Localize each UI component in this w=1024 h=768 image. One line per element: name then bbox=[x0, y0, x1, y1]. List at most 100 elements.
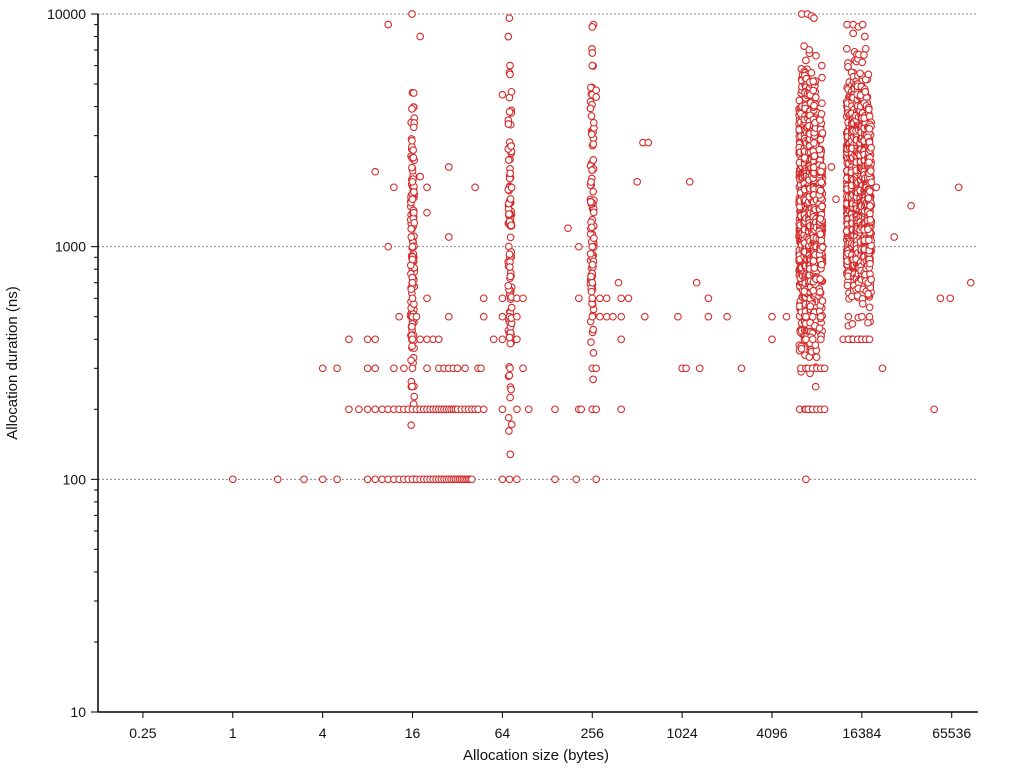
data-point bbox=[588, 312, 597, 321]
y-tick-label: 10000 bbox=[47, 6, 86, 22]
data-point bbox=[864, 70, 873, 79]
data-point bbox=[408, 364, 417, 373]
data-points bbox=[228, 10, 975, 484]
data-point bbox=[489, 335, 498, 344]
data-point bbox=[408, 136, 416, 145]
data-point bbox=[572, 475, 581, 484]
data-point bbox=[505, 371, 514, 380]
data-point bbox=[820, 364, 829, 373]
data-point bbox=[832, 195, 840, 204]
data-point bbox=[802, 335, 810, 344]
data-point bbox=[816, 186, 825, 195]
x-tick-label: 0.25 bbox=[129, 725, 156, 741]
data-point bbox=[800, 42, 808, 50]
data-point bbox=[384, 242, 393, 251]
data-point bbox=[506, 272, 515, 281]
data-point bbox=[864, 236, 873, 245]
data-point bbox=[588, 260, 597, 269]
data-point bbox=[409, 188, 418, 196]
data-point bbox=[810, 14, 818, 22]
data-point bbox=[506, 169, 515, 178]
data-point bbox=[812, 353, 821, 362]
data-point bbox=[864, 194, 873, 203]
data-point bbox=[551, 475, 559, 484]
data-point bbox=[808, 335, 817, 344]
data-point bbox=[930, 405, 939, 414]
data-point bbox=[587, 130, 596, 139]
data-point bbox=[363, 335, 372, 344]
data-point bbox=[633, 177, 642, 186]
data-point bbox=[802, 475, 810, 484]
data-point bbox=[602, 312, 611, 321]
data-point bbox=[505, 475, 514, 484]
data-point bbox=[363, 405, 372, 414]
data-point bbox=[812, 51, 820, 60]
data-point bbox=[416, 32, 425, 41]
data-point bbox=[587, 287, 596, 296]
data-point bbox=[865, 124, 874, 133]
data-point bbox=[444, 312, 453, 321]
data-point bbox=[872, 183, 881, 192]
data-point bbox=[860, 51, 868, 59]
data-point bbox=[809, 86, 818, 95]
data-point bbox=[504, 32, 513, 41]
data-point bbox=[811, 93, 820, 102]
data-point bbox=[384, 20, 393, 29]
data-point bbox=[816, 335, 825, 344]
data-point bbox=[507, 385, 515, 394]
data-point bbox=[498, 312, 507, 321]
data-point bbox=[408, 163, 416, 172]
data-point bbox=[505, 210, 513, 218]
data-point bbox=[577, 405, 586, 414]
data-point bbox=[723, 312, 731, 321]
data-point bbox=[817, 167, 825, 176]
data-point bbox=[768, 335, 776, 344]
data-point bbox=[408, 242, 417, 251]
data-point bbox=[587, 338, 595, 347]
data-point bbox=[407, 356, 415, 365]
data-point bbox=[936, 294, 945, 303]
data-point bbox=[589, 187, 598, 196]
x-tick-label: 16384 bbox=[842, 725, 881, 741]
data-point bbox=[816, 312, 825, 321]
data-point bbox=[506, 233, 515, 242]
data-point bbox=[588, 242, 597, 251]
data-point bbox=[592, 405, 601, 414]
ticks: 10 100 1000 10000 0.25 1 4 16 64 256 1024 4096 16384… bbox=[47, 6, 971, 741]
data-point bbox=[444, 163, 453, 171]
data-point bbox=[506, 393, 514, 402]
data-point bbox=[816, 230, 825, 238]
data-point bbox=[505, 263, 514, 271]
data-point bbox=[423, 183, 431, 192]
data-point bbox=[704, 294, 713, 303]
data-point bbox=[843, 281, 852, 290]
data-point bbox=[371, 475, 380, 484]
data-point bbox=[461, 364, 469, 373]
data-point bbox=[589, 208, 598, 217]
data-point bbox=[551, 405, 559, 414]
x-tick-label: 256 bbox=[581, 725, 605, 741]
data-point bbox=[695, 364, 704, 373]
data-point bbox=[609, 312, 617, 321]
data-point bbox=[815, 324, 824, 333]
y-tick-label: 10 bbox=[70, 704, 86, 720]
y-tick-label: 1000 bbox=[55, 239, 86, 255]
data-point bbox=[844, 62, 852, 71]
data-point bbox=[453, 364, 462, 373]
data-point bbox=[412, 312, 421, 321]
data-point bbox=[504, 413, 513, 422]
data-point bbox=[805, 45, 814, 54]
data-point bbox=[506, 450, 515, 459]
data-point bbox=[617, 294, 626, 303]
grid-lines bbox=[98, 13, 978, 480]
data-point bbox=[506, 61, 514, 70]
data-point bbox=[519, 364, 527, 373]
data-point bbox=[506, 195, 515, 203]
data-point bbox=[423, 335, 431, 344]
data-point bbox=[589, 140, 598, 148]
data-point bbox=[817, 109, 826, 118]
data-point bbox=[333, 364, 341, 373]
data-point bbox=[363, 364, 372, 373]
data-point bbox=[408, 255, 417, 264]
data-point bbox=[807, 68, 816, 77]
